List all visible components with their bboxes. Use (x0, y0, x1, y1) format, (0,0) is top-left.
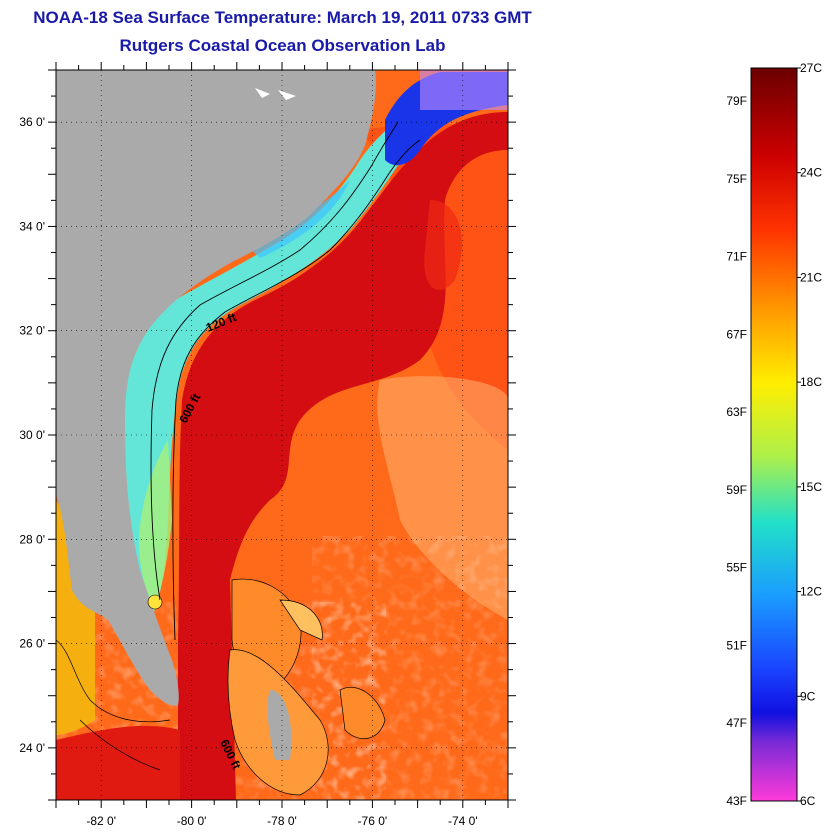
longitude-label: -76 0' (358, 814, 388, 828)
longitude-label: -74 0' (448, 814, 478, 828)
latitude-label: 30 0' (19, 428, 45, 442)
colorbar-c-label: 27C (800, 61, 822, 75)
colorbar-f-label: 75F (726, 172, 747, 186)
latitude-label: 24 0' (19, 741, 45, 755)
longitude-label: -82 0' (86, 814, 116, 828)
colorbar-c-label: 21C (800, 270, 822, 284)
map-title: NOAA-18 Sea Surface Temperature: March 1… (33, 8, 532, 27)
gulf-stream (178, 112, 508, 800)
land-mainland (56, 70, 376, 706)
colorbar-celsius-labels: 27C 24C 21C 18C 15C 12C 9C 6C (800, 61, 822, 808)
colorbar-c-label: 15C (800, 480, 822, 494)
colorbar-c-label: 6C (800, 794, 816, 808)
colorbar-c-label: 18C (800, 375, 822, 389)
latitude-label: 28 0' (19, 532, 45, 546)
colorbar-f-label: 55F (726, 561, 747, 575)
isobath-600ft (172, 139, 421, 641)
latitude-label: 32 0' (19, 324, 45, 338)
colorbar-fahrenheit-labels: 79F 75F 71F 67F 63F 59F 55F 51F 47F 43F (726, 94, 747, 808)
colorbar-f-label: 43F (726, 794, 747, 808)
longitude-label: -80 0' (177, 814, 207, 828)
colorbar-c-label: 9C (800, 689, 816, 703)
latitude-labels: 36 0' 34 0' 32 0' 30 0' 28 0' 26 0' 24 0' (19, 115, 45, 755)
longitude-label: -78 0' (267, 814, 297, 828)
latitude-label: 34 0' (19, 219, 45, 233)
axis-ticks (48, 62, 516, 808)
longitude-labels: -82 0' -80 0' -78 0' -76 0' -74 0' (86, 814, 477, 828)
colorbar-f-label: 59F (726, 483, 747, 497)
colorbar-f-label: 63F (726, 405, 747, 419)
colorbar-f-label: 71F (726, 250, 747, 264)
colorbar-f-label: 47F (726, 716, 747, 730)
colorbar-c-label: 12C (800, 585, 822, 599)
graticule (56, 70, 508, 800)
colorbar-f-label: 51F (726, 638, 747, 652)
isobath-120ft (150, 121, 399, 601)
map-subtitle: Rutgers Coastal Ocean Observation Lab (119, 36, 446, 55)
latitude-label: 36 0' (19, 115, 45, 129)
colorbar-c-label: 24C (800, 166, 822, 180)
colorbar-ticks (797, 67, 801, 802)
colorbar-f-label: 67F (726, 327, 747, 341)
colorbar (751, 68, 797, 801)
latitude-label: 26 0' (19, 637, 45, 651)
colorbar-f-label: 79F (726, 94, 747, 108)
